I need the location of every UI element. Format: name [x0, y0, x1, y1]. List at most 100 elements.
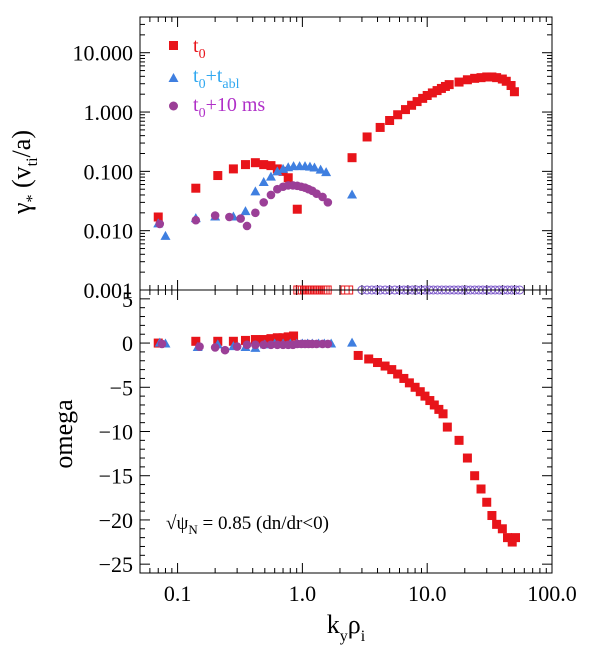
- growth-point-t0: [470, 73, 480, 83]
- growth-point-t0: [153, 212, 163, 222]
- omega-point-t0: [476, 484, 486, 494]
- omega-point-t0: [364, 354, 374, 364]
- bottom-y-tick-label: −25: [99, 552, 133, 577]
- growth-point-t0-tabl: [265, 171, 276, 181]
- omega-point-t0: [410, 382, 420, 392]
- growth-rate-axis-title: γ* (vti/a): [7, 130, 41, 215]
- omega-point-t0-10-ms: [157, 339, 167, 349]
- legend-label-t0-tabl: t0+tabl: [193, 65, 240, 92]
- growth-point-t0: [418, 93, 428, 103]
- wavenumber-axis-title: kyρi: [327, 610, 366, 645]
- x-tick-label: 1.0: [289, 581, 317, 606]
- growth-point-t0: [492, 73, 502, 83]
- growth-point-t0: [444, 80, 454, 90]
- omega-point-t0: [442, 422, 452, 432]
- top-y-tick-label: 1.000: [84, 100, 134, 125]
- growth-point-t0-tabl: [347, 189, 358, 199]
- growth-point-t0-tabl: [309, 162, 320, 172]
- growth-point-t0-tabl: [240, 206, 251, 216]
- growth-point-t0: [509, 87, 519, 97]
- omega-point-t0: [454, 435, 464, 445]
- growth-point-t0-10-ms: [155, 219, 165, 229]
- omega-point-t0-tabl: [347, 337, 358, 347]
- legend-label-t0: t0: [193, 35, 206, 62]
- growth-point-t0: [347, 153, 357, 163]
- legend-marker-t0-tabl: [168, 73, 179, 82]
- bottom-y-tick-label: 5: [122, 287, 133, 312]
- growth-point-t0-tabl: [321, 167, 332, 177]
- growth-point-t0-10-ms: [259, 198, 269, 207]
- bottom-y-tick-label: −5: [110, 375, 133, 400]
- top-y-tick-label: 0.001: [84, 278, 134, 303]
- omega-point-t0-10-ms: [210, 343, 220, 352]
- growth-point-t0: [240, 160, 250, 170]
- omega-point-t0: [353, 350, 363, 360]
- growth-point-t0-10-ms: [236, 214, 245, 223]
- omega-point-t0: [470, 471, 480, 481]
- bottom-y-tick-label: 0: [122, 331, 133, 356]
- omega-point-t0: [373, 358, 383, 368]
- growth-point-t0: [501, 76, 511, 86]
- omega-point-t0-10-ms: [266, 340, 276, 350]
- growth-point-t0: [462, 75, 472, 85]
- omega-point-t0-10-ms: [259, 340, 269, 350]
- omega-point-t0: [487, 511, 497, 521]
- omega-point-t0-10-ms: [323, 339, 333, 349]
- omega-point-t0: [399, 373, 409, 383]
- growth-point-t0: [266, 161, 276, 171]
- x-tick-label: 0.1: [164, 581, 192, 606]
- omega-point-t0: [191, 336, 201, 346]
- annotation-psi-n: √ψN = 0.85 (dn/dr<0): [166, 513, 329, 537]
- growth-point-t0-10-ms: [318, 192, 327, 202]
- top-y-tick-label: 0.100: [84, 159, 134, 184]
- omega-point-t0: [283, 332, 293, 342]
- growth-point-t0: [250, 158, 260, 168]
- omega-point-t0-10-ms: [220, 345, 230, 355]
- omega-point-t0: [420, 391, 430, 401]
- omega-point-t0-10-ms: [232, 342, 242, 351]
- omega-point-t0: [497, 524, 507, 534]
- omega-point-t0: [272, 333, 282, 343]
- growth-point-t0: [454, 77, 464, 87]
- omega-point-t0: [380, 361, 390, 371]
- legend: t0 t0+tabl t0+10 ms: [168, 35, 265, 121]
- growth-point-t0: [259, 160, 269, 170]
- omega-point-t0: [429, 400, 439, 410]
- omega-point-t0: [266, 334, 276, 344]
- growth-point-t0-tabl: [160, 230, 171, 240]
- omega-point-t0: [438, 409, 448, 419]
- omega-point-t0: [415, 387, 425, 397]
- omega-point-t0: [240, 335, 250, 345]
- growth-point-t0-10-ms: [191, 215, 201, 225]
- growth-point-t0: [427, 88, 437, 98]
- growth-point-t0-10-ms: [323, 198, 333, 207]
- growth-point-t0: [422, 91, 432, 101]
- omega-axis-title: omega: [49, 399, 78, 469]
- bottom-y-tick-label: −10: [99, 420, 133, 445]
- growth-point-t0-tabl: [258, 176, 269, 186]
- growth-point-t0: [476, 73, 486, 83]
- legend-label-t0-10ms: t0+10 ms: [193, 94, 265, 121]
- growth-point-t0-10-ms: [266, 190, 276, 200]
- growth-point-t0: [482, 72, 492, 82]
- growth-point-t0: [375, 122, 385, 132]
- top-y-tick-label: 10.000: [73, 41, 134, 66]
- omega-point-t0-10-ms: [251, 340, 260, 350]
- omega-point-t0: [482, 497, 492, 507]
- omega-point-t0: [404, 378, 414, 388]
- omega-point-t0: [511, 533, 521, 543]
- growth-point-t0: [400, 105, 410, 115]
- omega-point-t0: [387, 365, 397, 375]
- growth-point-t0: [412, 97, 422, 107]
- growth-point-t0-tabl: [315, 164, 326, 174]
- growth-point-t0: [292, 204, 302, 214]
- omega-point-t0: [502, 533, 512, 543]
- omega-point-t0: [278, 333, 288, 343]
- growth-point-t0-tabl: [272, 166, 283, 176]
- growth-point-t0: [362, 132, 372, 142]
- omega-panel: 0.1 1.0 10.0 100.0 5 0 −5 −10 −15 −20 −25: [99, 287, 577, 606]
- legend-marker-t0-10ms: [169, 101, 178, 111]
- bottom-y-tick-label: −15: [99, 464, 133, 489]
- growth-point-t0-tabl: [250, 186, 261, 196]
